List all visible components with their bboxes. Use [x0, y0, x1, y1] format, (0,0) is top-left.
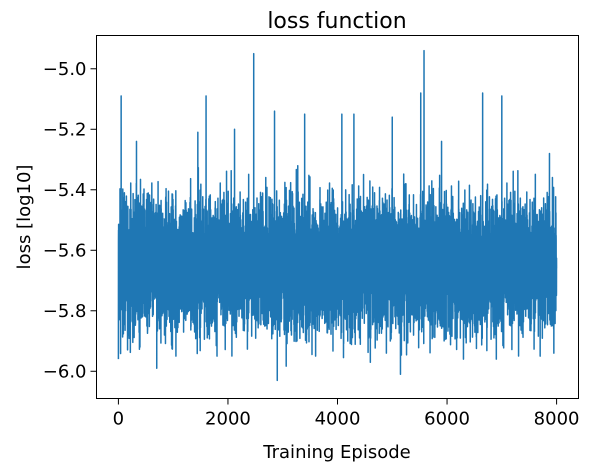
y-axis: −6.0 −5.8 −5.6 −5.4 −5.2 −5.0 [43, 59, 97, 382]
y-tick-label: −5.6 [43, 240, 87, 261]
x-axis: 0 2000 4000 6000 8000 [113, 398, 580, 430]
y-axis-label: loss [log10] [14, 165, 35, 270]
y-tick-label: −5.8 [43, 301, 87, 322]
x-tick-label: 2000 [205, 409, 251, 430]
y-tick-label: −5.4 [43, 180, 87, 201]
x-tick-label: 8000 [534, 409, 580, 430]
x-tick-label: 4000 [315, 409, 361, 430]
x-tick-label: 6000 [424, 409, 470, 430]
x-axis-label: Training Episode [262, 442, 410, 463]
series-line-loss [117, 49, 558, 382]
y-tick-label: −5.0 [43, 59, 87, 80]
y-tick-label: −6.0 [43, 361, 87, 382]
plot-area [117, 49, 558, 382]
x-tick-label: 0 [113, 409, 124, 430]
y-tick-label: −5.2 [43, 119, 87, 140]
chart-title: loss function [267, 9, 406, 34]
